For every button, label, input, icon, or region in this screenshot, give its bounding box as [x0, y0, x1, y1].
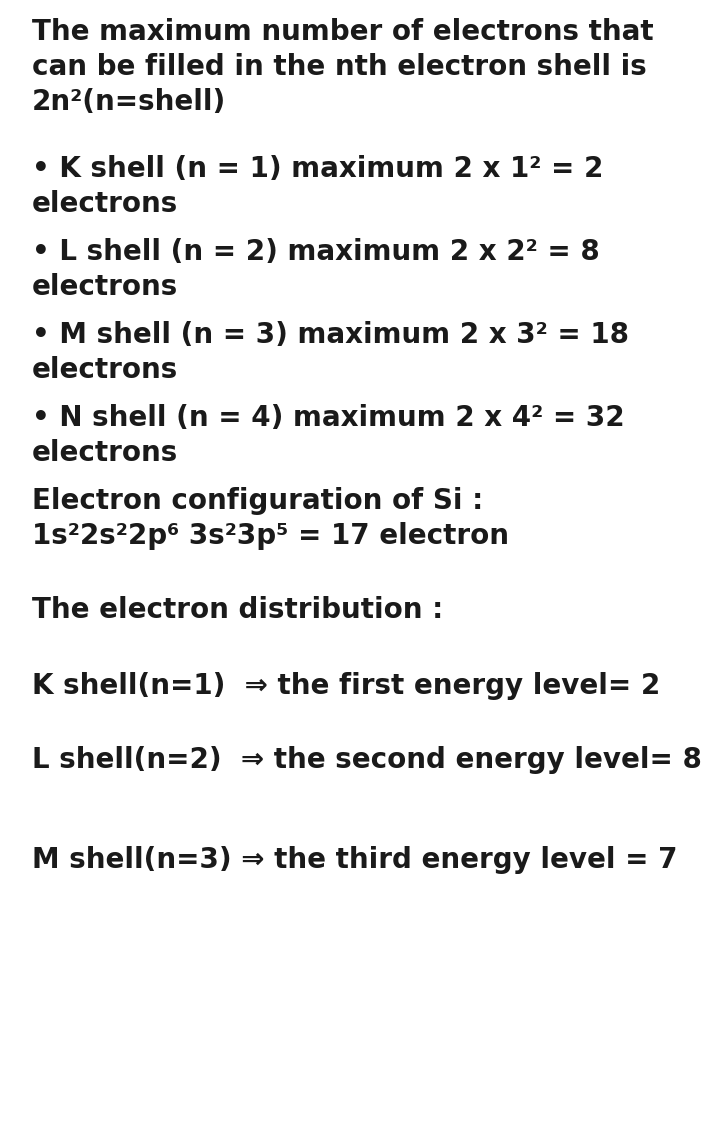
- Text: 1s²2s²2p⁶ 3s²3p⁵ = 17 electron: 1s²2s²2p⁶ 3s²3p⁵ = 17 electron: [32, 521, 509, 550]
- Text: The electron distribution :: The electron distribution :: [32, 596, 443, 625]
- Text: Electron configuration of Si :: Electron configuration of Si :: [32, 487, 483, 515]
- Text: can be filled in the nth electron shell is: can be filled in the nth electron shell …: [32, 53, 647, 81]
- Text: • K shell (n = 1) maximum 2 x 1² = 2: • K shell (n = 1) maximum 2 x 1² = 2: [32, 155, 603, 183]
- Text: L shell(n=2)  ⇒ the second energy level= 8: L shell(n=2) ⇒ the second energy level= …: [32, 746, 702, 774]
- Text: M shell(n=3) ⇒ the third energy level = 7: M shell(n=3) ⇒ the third energy level = …: [32, 846, 677, 874]
- Text: • L shell (n = 2) maximum 2 x 2² = 8: • L shell (n = 2) maximum 2 x 2² = 8: [32, 238, 599, 266]
- Text: The maximum number of electrons that: The maximum number of electrons that: [32, 18, 653, 46]
- Text: electrons: electrons: [32, 356, 178, 384]
- Text: electrons: electrons: [32, 273, 178, 301]
- Text: • N shell (n = 4) maximum 2 x 4² = 32: • N shell (n = 4) maximum 2 x 4² = 32: [32, 405, 624, 432]
- Text: electrons: electrons: [32, 190, 178, 218]
- Text: electrons: electrons: [32, 439, 178, 468]
- Text: 2n²(n=shell): 2n²(n=shell): [32, 88, 226, 116]
- Text: • M shell (n = 3) maximum 2 x 3² = 18: • M shell (n = 3) maximum 2 x 3² = 18: [32, 321, 629, 350]
- Text: K shell(n=1)  ⇒ the first energy level= 2: K shell(n=1) ⇒ the first energy level= 2: [32, 672, 660, 700]
